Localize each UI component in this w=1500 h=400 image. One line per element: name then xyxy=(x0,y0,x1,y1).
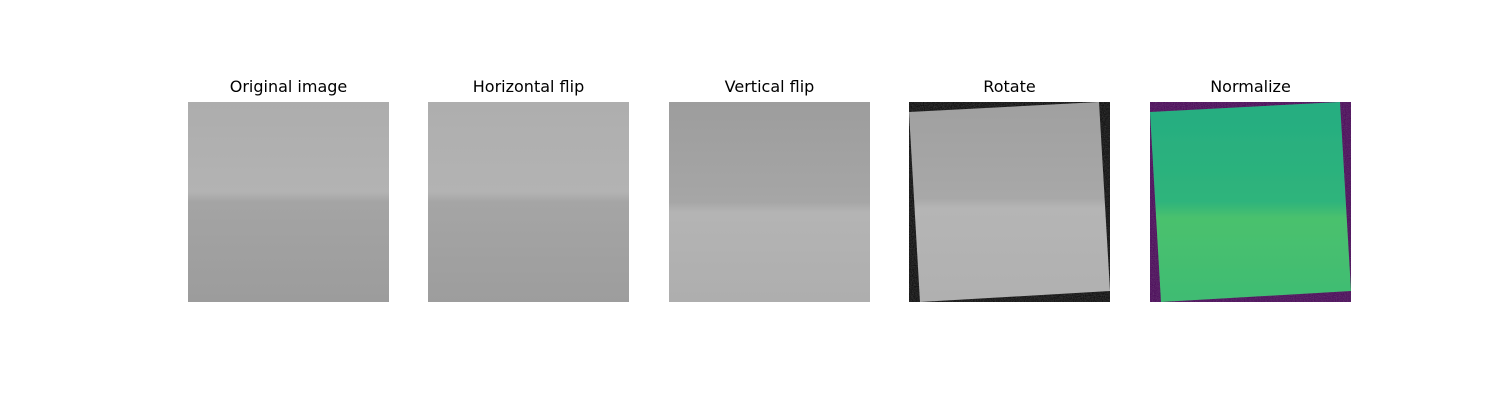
panel-title: Rotate xyxy=(983,77,1036,96)
vertical-flip-image xyxy=(669,102,870,302)
normalize-image xyxy=(1150,102,1351,302)
original-image xyxy=(188,102,389,302)
panel-title: Normalize xyxy=(1210,77,1291,96)
panel-normalize: Normalize xyxy=(1150,76,1351,302)
panel-original: Original image xyxy=(188,76,389,302)
panel-title: Original image xyxy=(229,77,348,96)
panel-horizontal-flip: Horizontal flip xyxy=(428,76,629,302)
panel-title: Horizontal flip xyxy=(472,77,585,96)
horizontal-flip-image xyxy=(428,102,629,302)
rotate-image xyxy=(909,102,1110,302)
panel-title: Vertical flip xyxy=(724,77,815,96)
panel-rotate: Rotate xyxy=(909,76,1110,302)
panel-vertical-flip: Vertical flip xyxy=(669,76,870,302)
